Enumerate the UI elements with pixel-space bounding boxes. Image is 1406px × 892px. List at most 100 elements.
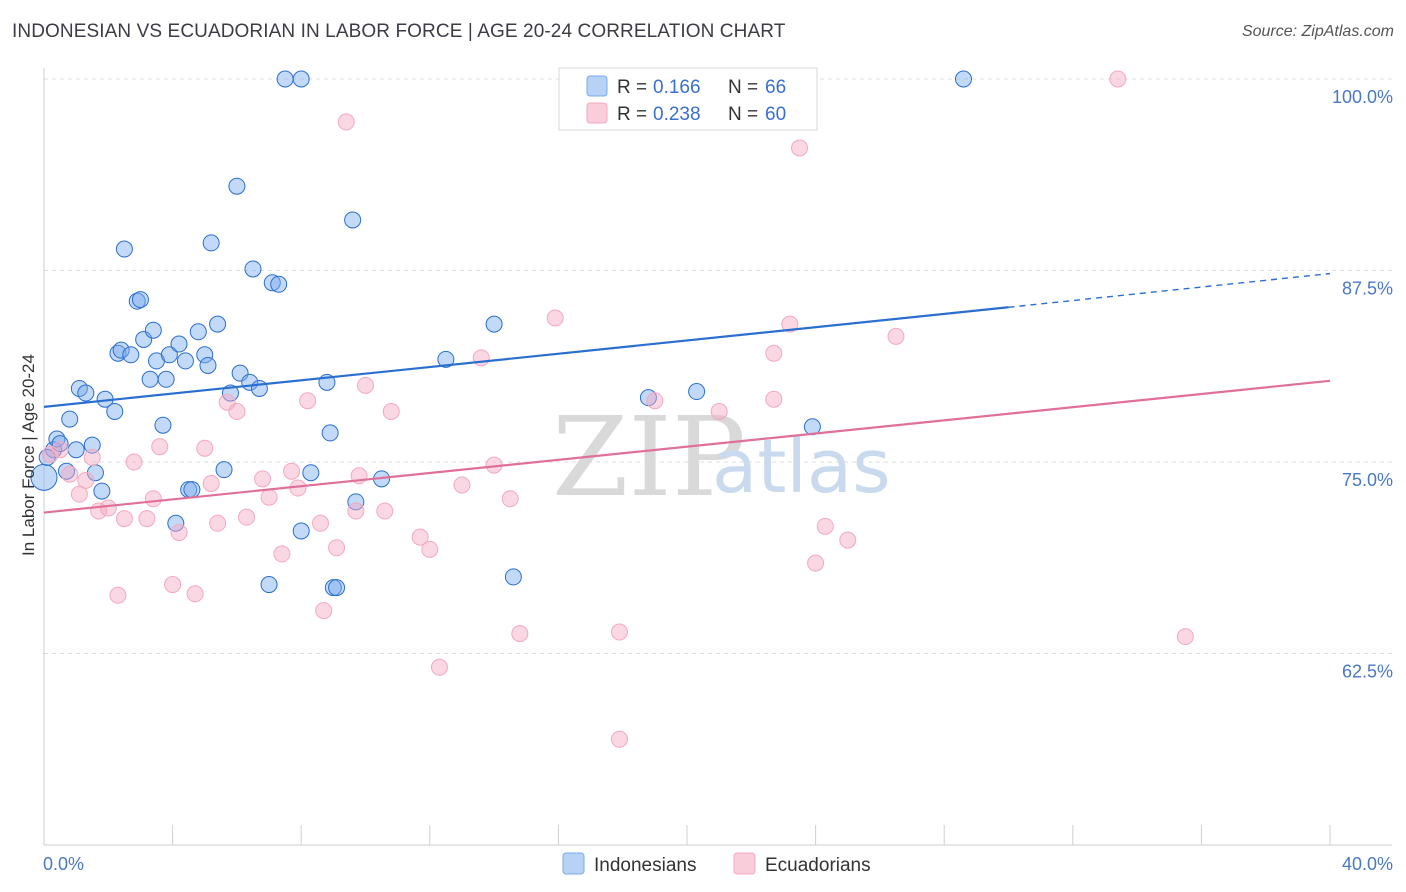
- ecuadorians-point-15: [170, 523, 188, 541]
- indonesians-point-42: [244, 260, 262, 278]
- ecuadorians-point-4: [77, 471, 95, 489]
- ecuadorians-point-55: [807, 554, 825, 572]
- ecuadorians-point-19: [209, 514, 227, 532]
- ecuadorians-point-59: [1176, 628, 1194, 646]
- indonesians-point-17: [122, 346, 140, 364]
- ecuadorians-point-47: [610, 623, 628, 641]
- legend-n-label-indonesians: N =: [728, 77, 758, 98]
- ecuadorians-point-51: [765, 344, 783, 362]
- ecuadorians-point-54: [791, 139, 809, 157]
- ecuadorians-point-53: [781, 315, 799, 333]
- indonesians-point-64: [954, 70, 972, 88]
- indonesians-point-13: [106, 402, 124, 420]
- legend-bottom-swatch-indonesians: [562, 852, 585, 875]
- ecuadorians-point-22: [238, 508, 256, 526]
- y-tick-label-1: 75.0%: [1342, 470, 1393, 490]
- indonesians-point-29: [176, 352, 194, 370]
- legend-r-label-indonesians: R =: [617, 77, 647, 98]
- ecuadorians-point-41: [453, 476, 471, 494]
- indonesians-point-3: [51, 435, 69, 453]
- ecuadorians-point-57: [839, 531, 857, 549]
- ecuadorians-point-28: [299, 392, 317, 410]
- ecuadorians-point-42: [472, 349, 490, 367]
- ecuadorians-point-13: [151, 438, 169, 456]
- indonesians-point-2: [48, 430, 66, 448]
- indonesians-trend-extension: [1008, 272, 1331, 308]
- indonesians-point-65: [38, 448, 56, 466]
- indonesians-point-28: [170, 335, 188, 353]
- indonesians-point-54: [328, 579, 346, 597]
- legend-bottom-label-ecuadorians: Ecuadorians: [765, 855, 871, 876]
- ecuadorians-point-36: [376, 502, 394, 520]
- indonesians-point-16: [115, 240, 133, 258]
- trend-lines: [43, 272, 1331, 514]
- indonesians-point-60: [504, 568, 522, 586]
- indonesians-points: [30, 70, 972, 597]
- indonesians-point-49: [292, 522, 310, 540]
- y-tick-label-3: 100.0%: [1332, 87, 1393, 107]
- indonesians-point-56: [347, 493, 365, 511]
- source-credit: Source: ZipAtlas.com: [1241, 23, 1394, 40]
- indonesians-point-31: [183, 481, 201, 499]
- ecuadorians-point-17: [196, 439, 214, 457]
- indonesians-point-19: [131, 291, 149, 309]
- ecuadorians-point-25: [273, 545, 291, 563]
- ecuadorians-point-45: [511, 625, 529, 643]
- indonesians-point-52: [321, 424, 339, 442]
- watermark: ZIP atlas: [552, 393, 891, 521]
- indonesians-point-46: [270, 275, 288, 293]
- indonesians-point-48: [292, 70, 310, 88]
- indonesians-point-47: [276, 70, 294, 88]
- chart-title: INDONESIAN VS ECUADORIAN IN LABOR FORCE …: [12, 21, 786, 42]
- gridlines: [44, 78, 1392, 654]
- ecuadorians-point-46: [546, 309, 564, 327]
- indonesians-point-58: [437, 350, 455, 368]
- legend-r-value-indonesians: 0.166: [653, 77, 701, 98]
- ecuadorians-point-49: [646, 392, 664, 410]
- ecuadorians-point-5: [83, 448, 101, 466]
- indonesians-point-15: [112, 341, 130, 359]
- indonesians-trend-line: [43, 306, 1009, 408]
- legend-n-label-ecuadorians: N =: [728, 104, 758, 125]
- legend-top: R = 0.166 N = 66 R = 0.238 N = 60: [558, 67, 818, 131]
- indonesians-point-5: [61, 410, 79, 428]
- ecuadorians-point-26: [283, 462, 301, 480]
- legend-bottom-swatch-ecuadorians: [733, 852, 756, 875]
- ecuadorians-point-56: [816, 517, 834, 535]
- ecuadorians-point-23: [254, 470, 272, 488]
- indonesians-point-27: [167, 514, 185, 532]
- ecuadorians-point-44: [501, 490, 519, 508]
- ecuadorians-trend-line: [43, 379, 1331, 514]
- indonesians-point-34: [199, 356, 217, 374]
- ecuadorians-point-18: [202, 474, 220, 492]
- indonesians-point-39: [228, 177, 246, 195]
- ecuadorians-point-37: [382, 402, 400, 420]
- indonesians-point-37: [215, 461, 233, 479]
- ecuadorians-point-52: [765, 390, 783, 408]
- ecuadorians-point-3: [70, 485, 88, 503]
- x-tick-labels: 0.0% 40.0%: [43, 854, 1393, 874]
- legend-n-value-indonesians: 66: [765, 77, 786, 98]
- y-tick-label-0: 62.5%: [1342, 662, 1393, 682]
- ecuadorians-point-38: [411, 528, 429, 546]
- ecuadorians-point-21: [228, 402, 246, 420]
- indonesians-point-24: [154, 416, 172, 434]
- ecuadorians-point-1: [51, 441, 69, 459]
- ecuadorians-point-60: [1109, 70, 1127, 88]
- y-tick-labels: 62.5% 75.0% 87.5% 100.0%: [1332, 87, 1393, 682]
- ecuadorians-point-31: [328, 539, 346, 557]
- ecuadorians-point-33: [347, 502, 365, 520]
- indonesians-point-4: [58, 462, 76, 480]
- ecuadorians-point-58: [887, 327, 905, 345]
- indonesians-point-11: [93, 482, 111, 500]
- ecuadorians-point-29: [311, 514, 329, 532]
- indonesians-point-59: [485, 315, 503, 333]
- x-tick-label-1: 40.0%: [1342, 854, 1393, 874]
- indonesians-point-55: [344, 211, 362, 229]
- indonesians-point-62: [688, 383, 706, 401]
- ecuadorians-point-35: [357, 376, 374, 394]
- x-tick-label-0: 0.0%: [43, 854, 84, 874]
- indonesians-point-43: [250, 379, 268, 397]
- indonesians-point-21: [141, 370, 159, 388]
